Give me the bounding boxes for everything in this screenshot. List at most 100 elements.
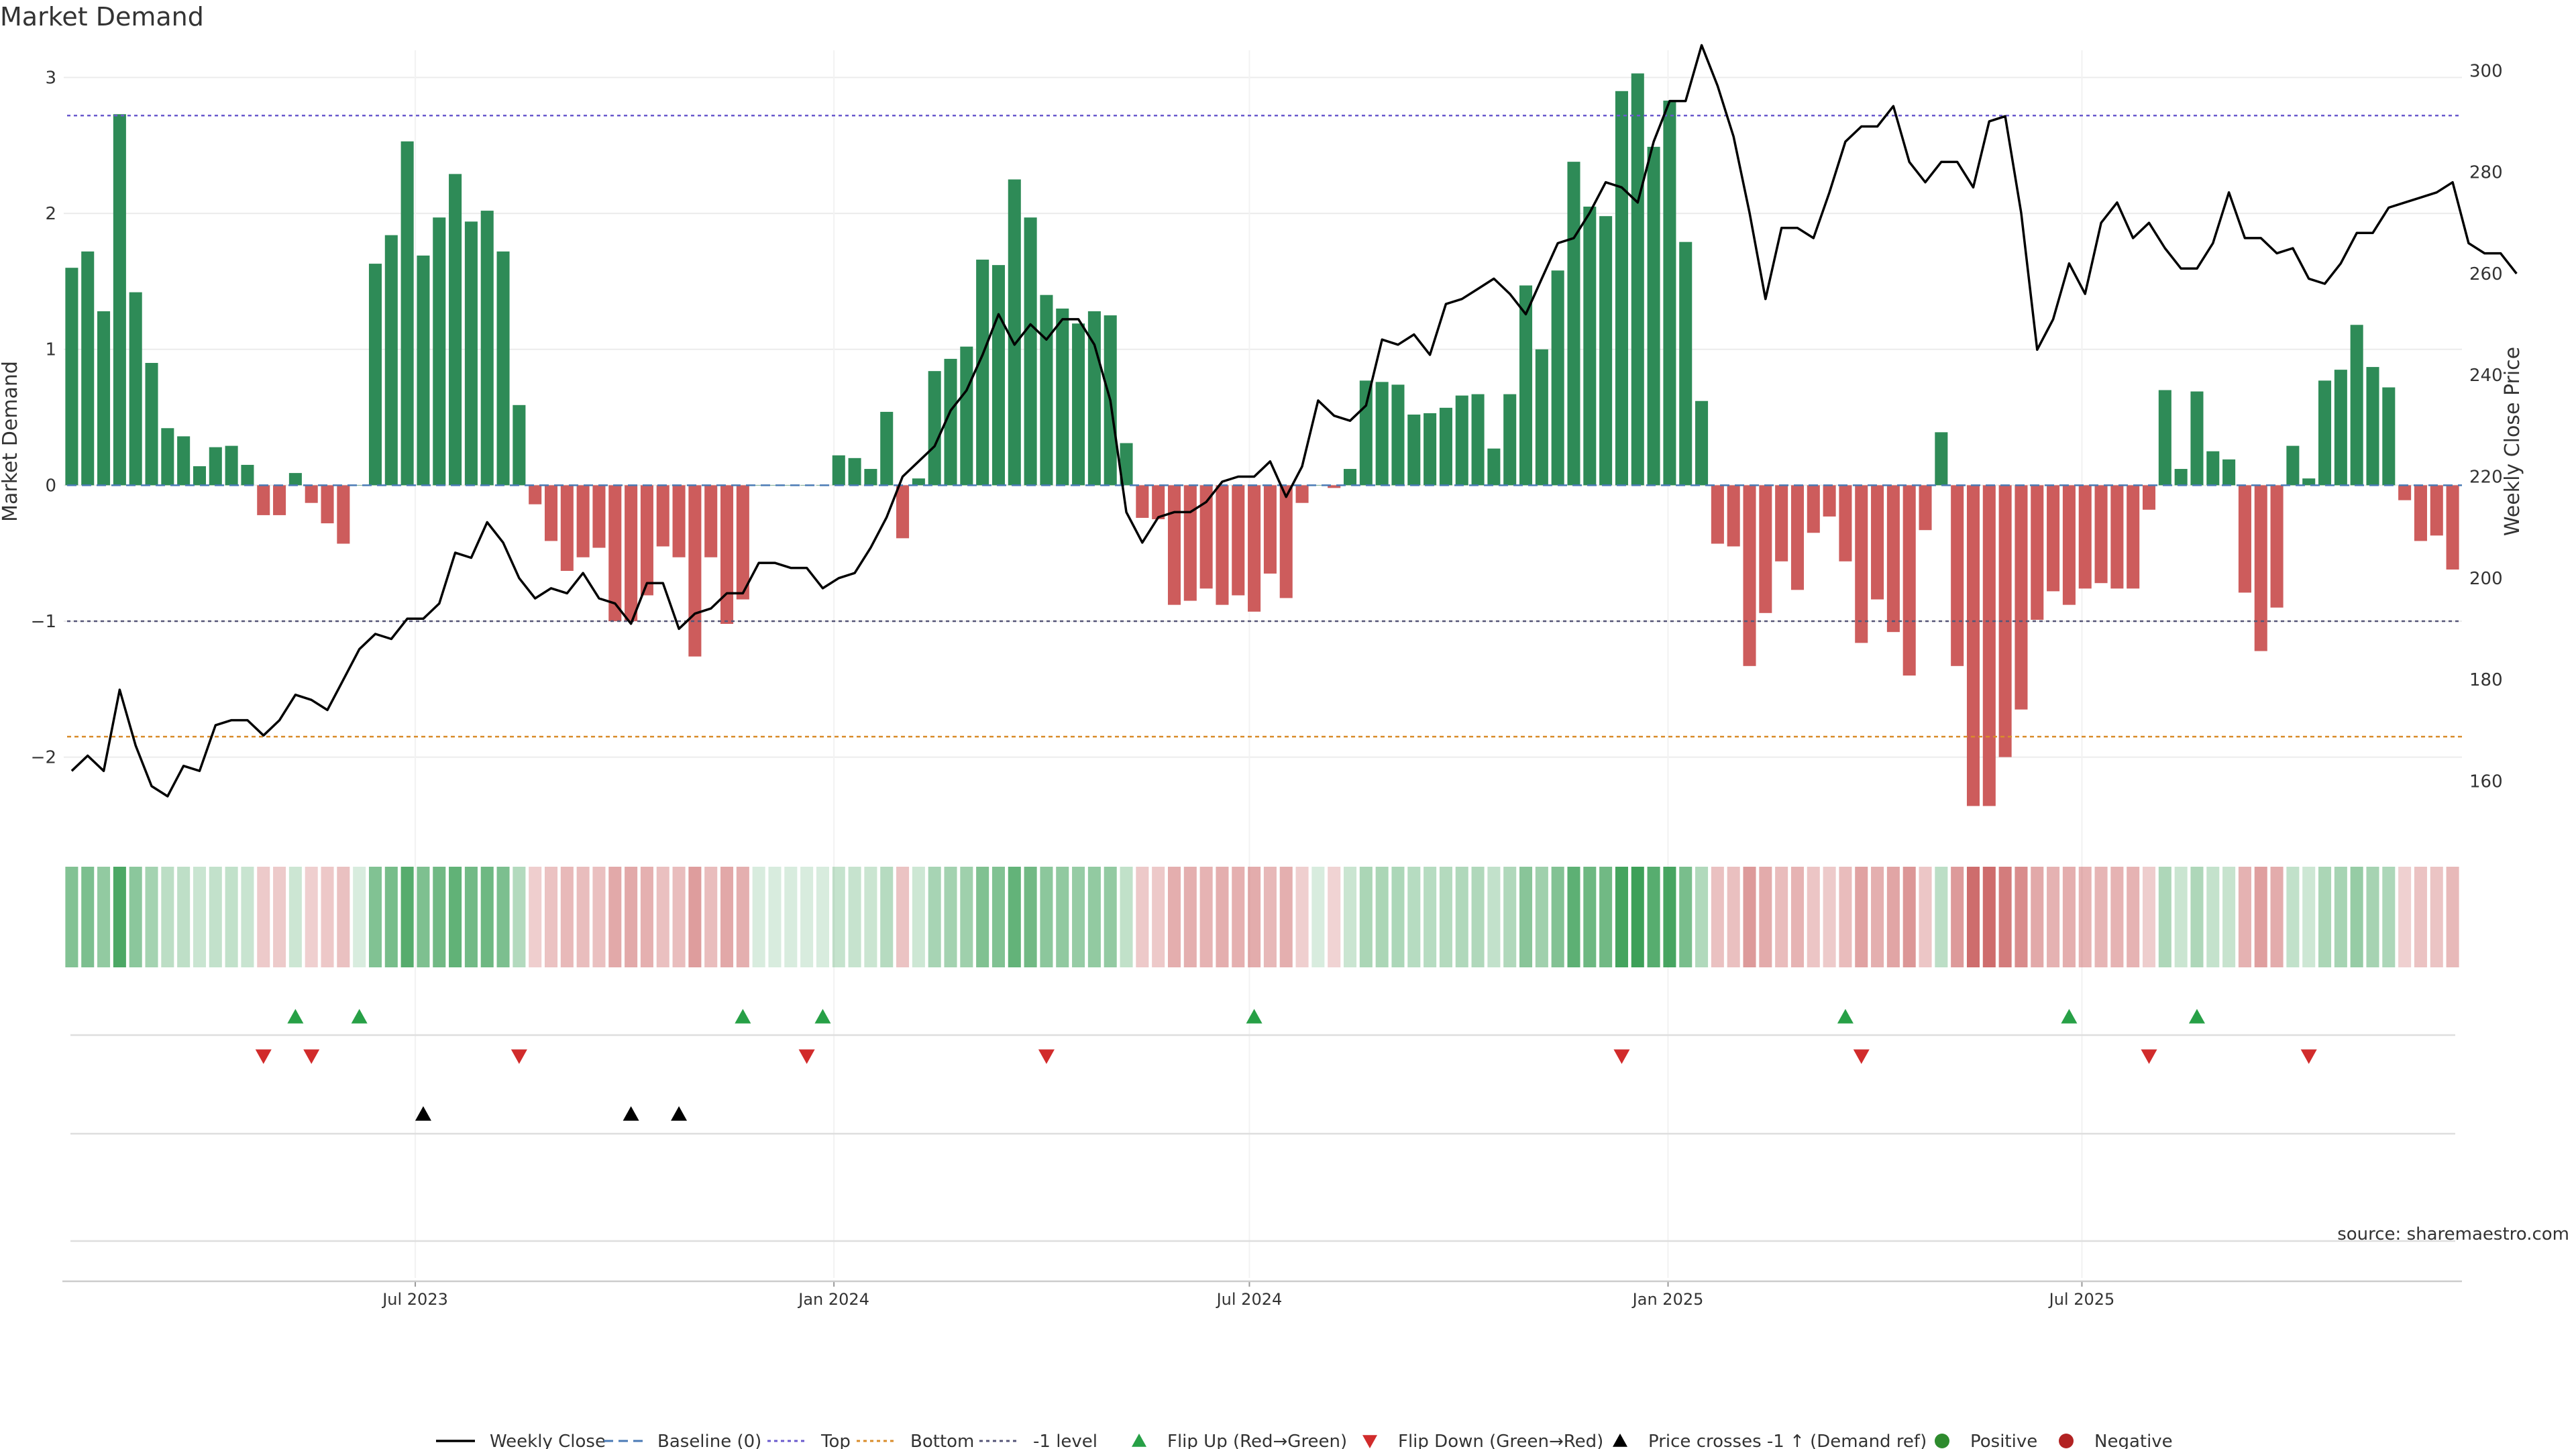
heat-cell — [944, 867, 957, 967]
heat-cell — [752, 867, 765, 967]
heat-cell — [672, 867, 686, 967]
heat-cell — [2047, 867, 2060, 967]
flip-down-marker — [1038, 1049, 1055, 1064]
demand-bar — [1663, 100, 1676, 486]
heat-cell — [2142, 867, 2156, 967]
heat-cell — [1056, 867, 1069, 967]
heat-cell — [816, 867, 829, 967]
legend-swatch-circle — [1935, 1434, 1949, 1448]
flip-up-marker — [1837, 1009, 1854, 1024]
demand-bar — [1487, 448, 1501, 486]
heat-cell — [1343, 867, 1357, 967]
demand-bar — [1248, 485, 1261, 612]
demand-bar — [912, 478, 925, 486]
flip-down-marker — [798, 1049, 815, 1064]
legend-label: Bottom — [910, 1432, 974, 1449]
demand-bar — [1407, 414, 1421, 486]
heat-cell — [720, 867, 734, 967]
heat-cell — [2158, 867, 2171, 967]
flip-down-marker — [303, 1049, 320, 1064]
demand-bar — [1919, 485, 1932, 531]
legend-label: Negative — [2094, 1432, 2173, 1449]
legend-item: Weekly Close — [436, 1432, 606, 1449]
heat-cell — [1455, 867, 1468, 967]
heat-cell — [400, 867, 414, 967]
demand-bar — [544, 485, 558, 541]
heat-cell — [1759, 867, 1772, 967]
demand-bar — [2174, 469, 2188, 486]
heat-cell — [1391, 867, 1405, 967]
heat-cell — [1279, 867, 1293, 967]
demand-bar — [2302, 478, 2316, 486]
legend-label: Flip Down (Green→Red) — [1398, 1432, 1603, 1449]
heat-cell — [1199, 867, 1213, 967]
heat-cell — [2078, 867, 2092, 967]
demand-bar — [2286, 445, 2300, 486]
demand-bar — [2446, 485, 2459, 570]
x-tick-label: Jan 2024 — [797, 1290, 869, 1309]
heat-cell — [97, 867, 111, 967]
demand-bar — [848, 458, 861, 486]
heat-cell — [1966, 867, 1980, 967]
flip-down-marker — [2141, 1049, 2157, 1064]
demand-bar — [2015, 485, 2028, 710]
heat-cell — [1567, 867, 1580, 967]
demand-bar — [1823, 485, 1836, 517]
demand-bar — [1775, 485, 1788, 561]
heat-cell — [209, 867, 222, 967]
demand-bar — [1759, 485, 1772, 613]
legend-swatch-triangle-up — [1132, 1434, 1146, 1447]
demand-bar — [560, 485, 574, 571]
flip-up-marker — [735, 1009, 751, 1024]
legend-item: Negative — [2059, 1432, 2173, 1449]
demand-bar — [1471, 394, 1485, 486]
x-tick-label: Jul 2023 — [381, 1290, 448, 1309]
flip-up-marker — [351, 1009, 368, 1024]
legend-item: Flip Up (Red→Green) — [1132, 1432, 1347, 1449]
heat-cell — [2286, 867, 2300, 967]
demand-bar — [1743, 485, 1756, 666]
y-right-tick-label: 260 — [2469, 264, 2503, 284]
demand-bar — [2142, 485, 2156, 510]
heat-cell — [1087, 867, 1101, 967]
demand-bar — [81, 251, 95, 486]
heat-cell — [1886, 867, 1900, 967]
y-left-tick-label: 0 — [45, 476, 56, 496]
heat-cell — [177, 867, 191, 967]
demand-bar — [1631, 73, 1644, 486]
demand-bar — [2094, 485, 2108, 584]
demand-bar — [129, 292, 142, 486]
demand-bar — [480, 211, 494, 486]
demand-bar — [1966, 485, 1980, 806]
demand-bar — [592, 485, 606, 548]
heat-cell — [449, 867, 462, 967]
demand-bar — [417, 255, 430, 486]
legend-swatch-circle — [2059, 1434, 2074, 1448]
demand-bar — [896, 485, 910, 539]
demand-bar — [928, 371, 941, 486]
demand-bar — [257, 485, 270, 515]
flip-down-marker — [1853, 1049, 1870, 1064]
heat-cell — [1823, 867, 1836, 967]
demand-bar — [2222, 459, 2236, 486]
demand-bar — [1951, 485, 1964, 666]
heat-cell — [1935, 867, 1948, 967]
demand-bar — [2078, 485, 2092, 589]
demand-bar — [288, 473, 302, 486]
demand-bar — [496, 251, 510, 486]
y-right-tick-label: 200 — [2469, 569, 2503, 589]
heat-cell — [496, 867, 510, 967]
heat-cell — [384, 867, 398, 967]
heat-cell — [848, 867, 861, 967]
heat-cell — [1631, 867, 1644, 967]
heat-cell — [113, 867, 126, 967]
heat-cell — [2254, 867, 2267, 967]
heat-cell — [1711, 867, 1724, 967]
heat-cell — [2414, 867, 2427, 967]
heat-cell — [1152, 867, 1165, 967]
y-right-tick-label: 220 — [2469, 467, 2503, 487]
heat-cell — [417, 867, 430, 967]
demand-bar — [449, 174, 462, 486]
legend-item: Flip Down (Green→Red) — [1362, 1432, 1603, 1449]
heat-cell — [976, 867, 989, 967]
